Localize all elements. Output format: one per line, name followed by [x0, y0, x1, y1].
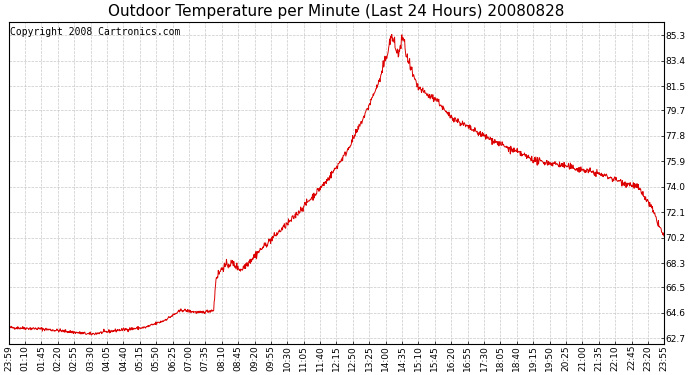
Title: Outdoor Temperature per Minute (Last 24 Hours) 20080828: Outdoor Temperature per Minute (Last 24 … [108, 4, 564, 19]
Text: Copyright 2008 Cartronics.com: Copyright 2008 Cartronics.com [10, 27, 180, 36]
